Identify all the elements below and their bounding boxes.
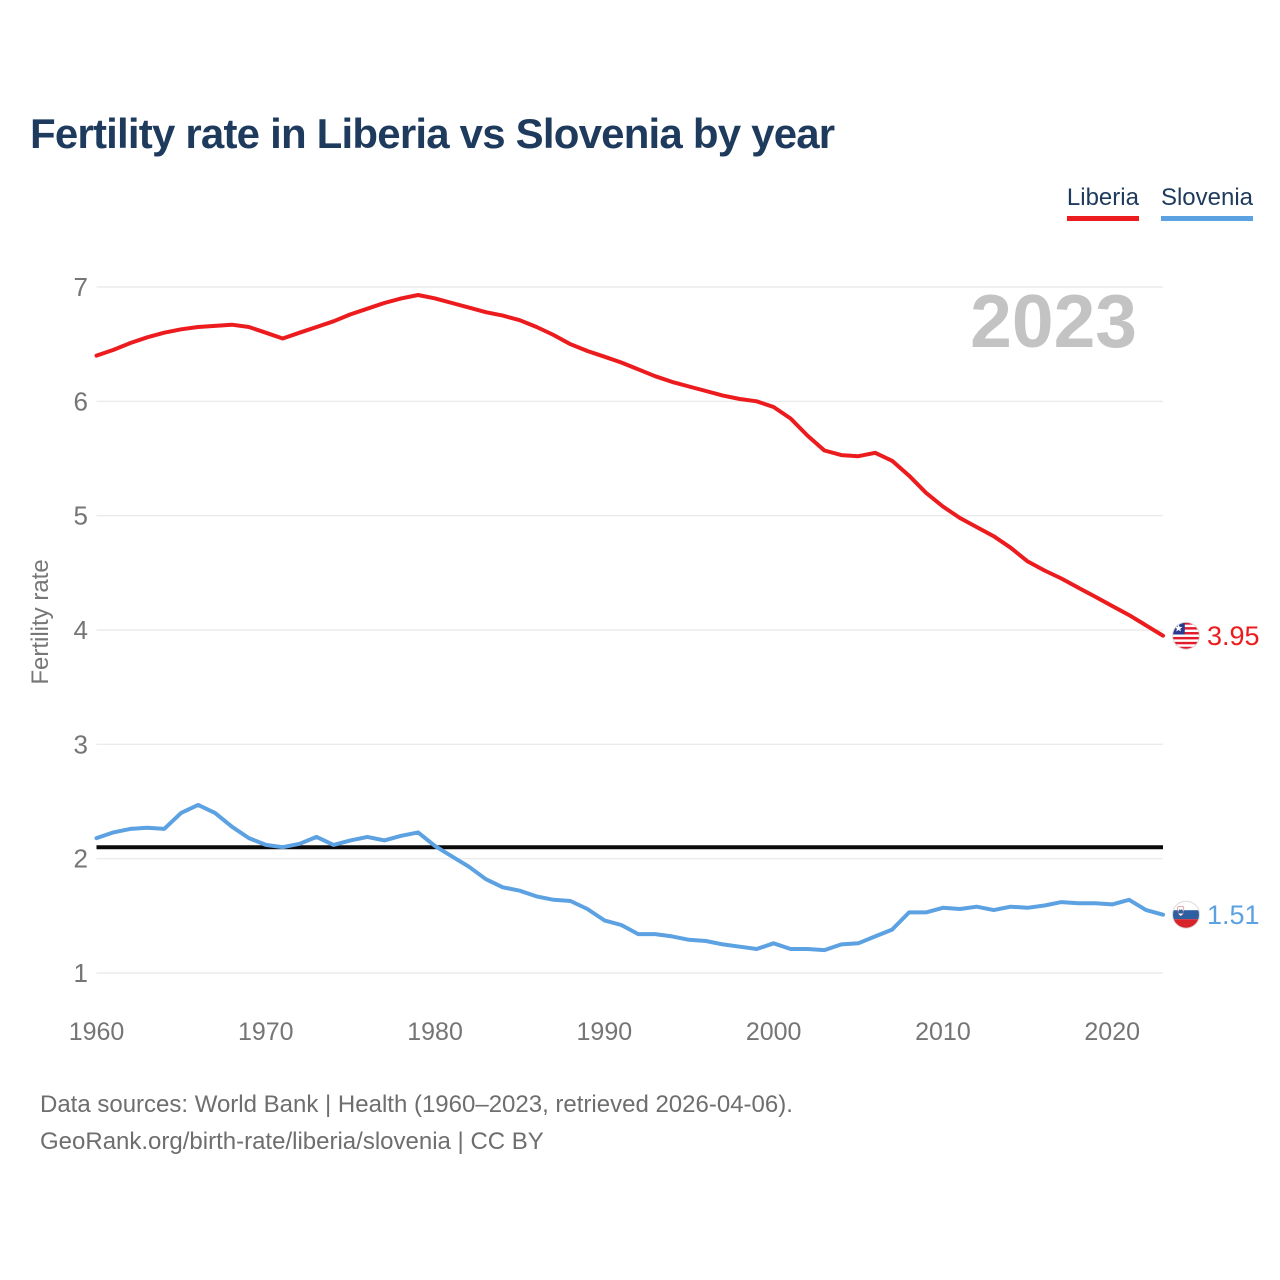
x-tick-label: 1970 bbox=[238, 1018, 294, 1046]
slovenia-flag-icon bbox=[1172, 900, 1200, 929]
y-tick-label: 5 bbox=[74, 501, 88, 531]
legend-item-slovenia[interactable]: Slovenia bbox=[1160, 184, 1253, 221]
x-tick-label: 2010 bbox=[915, 1018, 971, 1046]
y-axis-label: Fertility rate bbox=[27, 559, 54, 684]
y-tick-label: 4 bbox=[74, 615, 88, 645]
watermark-year: 2023 bbox=[970, 279, 1137, 363]
liberia-end-label: 3.95 bbox=[1172, 621, 1260, 651]
slovenia-end-label: 1.51 bbox=[1172, 900, 1260, 930]
y-tick-label: 1 bbox=[74, 958, 88, 988]
x-tick-label: 1980 bbox=[407, 1018, 463, 1046]
liberia-series-line[interactable] bbox=[94, 293, 1165, 638]
y-tick-label: 6 bbox=[74, 386, 88, 416]
grid-layer: 1 2 3 4 5 6 7 1960 1970 1980 1990 2000 2010 2020 bbox=[69, 272, 1163, 1046]
data-sources-text: Data sources: World Bank | Health (1960–… bbox=[40, 1091, 793, 1118]
y-tick-label: 7 bbox=[74, 272, 88, 302]
slovenia-end-value: 1.51 bbox=[1207, 900, 1260, 930]
slovenia-series-line[interactable] bbox=[94, 802, 1165, 953]
footer: Data sources: World Bank | Health (1960–… bbox=[40, 1086, 793, 1160]
x-tick-label: 2020 bbox=[1084, 1018, 1140, 1046]
x-tick-label: 2000 bbox=[746, 1018, 802, 1046]
x-tick-label: 1990 bbox=[577, 1018, 633, 1046]
liberia-end-value: 3.95 bbox=[1207, 621, 1260, 651]
legend: Liberia Slovenia bbox=[1066, 184, 1253, 221]
chart-title: Fertility rate in Liberia vs Slovenia by… bbox=[30, 110, 835, 157]
chart-canvas: 1 2 3 4 5 6 7 1960 1970 1980 1990 2000 2010 2020 2023… bbox=[27, 272, 1260, 1046]
liberia-flag-icon bbox=[1172, 621, 1200, 650]
y-tick-label: 2 bbox=[74, 844, 88, 874]
y-tick-label: 3 bbox=[74, 729, 88, 759]
x-tick-label: 1960 bbox=[69, 1018, 125, 1046]
legend-item-liberia[interactable]: Liberia bbox=[1066, 184, 1139, 221]
attribution-text: GeoRank.org/birth-rate/liberia/slovenia … bbox=[40, 1128, 544, 1155]
